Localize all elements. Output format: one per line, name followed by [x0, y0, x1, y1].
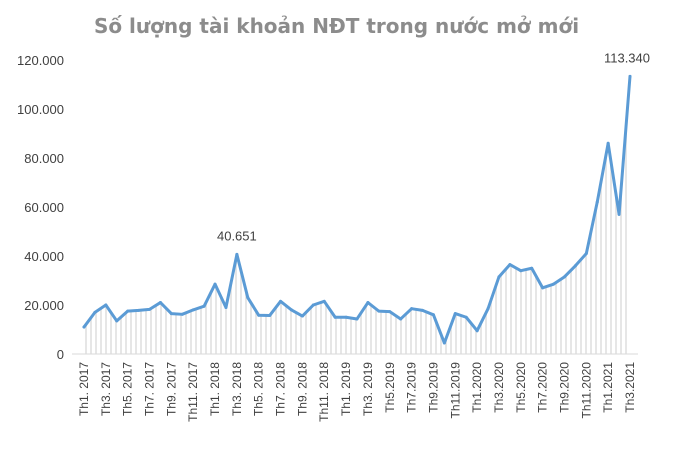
x-tick-label: Th11.2019 [448, 362, 462, 419]
y-tick-label: 0 [57, 347, 64, 362]
data-point [431, 313, 435, 317]
x-tick-label: Th7. 2018 [274, 362, 288, 416]
x-tick-label: Th9.2019 [426, 362, 440, 413]
y-tick-label: 20.000 [24, 298, 64, 313]
x-tick-label: Th7. 2017 [143, 362, 157, 416]
data-point [606, 141, 610, 145]
data-point [475, 329, 479, 333]
data-point [541, 286, 545, 290]
data-points [82, 74, 632, 345]
x-tick-label: Th3. 2018 [230, 362, 244, 416]
area-fill [84, 76, 630, 354]
x-tick-label: Th1.2021 [601, 362, 615, 413]
x-tick-label: Th11. 2018 [317, 362, 331, 422]
x-tick-label: Th3.2020 [492, 362, 506, 413]
x-tick-label: Th3. 2019 [361, 362, 375, 416]
data-point [486, 307, 490, 311]
data-point [617, 212, 621, 216]
data-point [584, 252, 588, 256]
x-tick-label: Th9. 2017 [164, 362, 178, 416]
data-point [562, 275, 566, 279]
x-tick-label: Th3. 2017 [99, 362, 113, 416]
x-tick-label: Th7.2020 [536, 362, 550, 413]
data-point [388, 310, 392, 314]
x-tick-label: Th11. 2017 [186, 362, 200, 422]
data-point [93, 310, 97, 314]
data-point [453, 312, 457, 316]
series-area-fill [84, 76, 630, 354]
x-axis: Th1. 2017 Th3. 2017 Th5. 2017 Th7. 2017 Th9.… [77, 362, 637, 422]
x-tick-label: Th1. 2018 [208, 362, 222, 416]
data-point [311, 303, 315, 307]
x-tick-label: Th9. 2018 [295, 362, 309, 416]
data-label: 40.651 [217, 228, 257, 243]
data-point [399, 317, 403, 321]
data-point [224, 305, 228, 309]
chart-title: Số lượng tài khoản NĐT trong nước mở mới [93, 14, 580, 38]
x-tick-label: Th1. 2017 [77, 362, 91, 416]
data-point [104, 303, 108, 307]
data-point [333, 315, 337, 319]
data-point [322, 299, 326, 303]
data-point [442, 341, 446, 345]
data-point [202, 304, 206, 308]
data-point [366, 301, 370, 305]
data-point [519, 269, 523, 273]
x-tick-label: Th3.2021 [623, 362, 637, 413]
y-tick-label: 100.000 [17, 102, 64, 117]
x-tick-label: Th5.2020 [514, 362, 528, 413]
data-point [158, 301, 162, 305]
data-point [148, 307, 152, 311]
data-point [628, 74, 632, 78]
data-point [257, 313, 261, 317]
x-tick-label: Th1. 2019 [339, 362, 353, 416]
data-point [464, 315, 468, 319]
x-tick-label: Th11.2020 [579, 362, 593, 419]
y-axis: 0 20.000 40.000 60.000 80.000 100.000 120.000 [17, 53, 64, 362]
data-point [344, 315, 348, 319]
data-point [355, 317, 359, 321]
data-point [289, 308, 293, 312]
data-point [530, 266, 534, 270]
data-label: 113.340 [604, 50, 650, 65]
data-point [180, 312, 184, 316]
data-point [191, 308, 195, 312]
data-point [137, 308, 141, 312]
y-tick-label: 40.000 [24, 249, 64, 264]
x-tick-label: Th9.2020 [557, 362, 571, 413]
data-point [235, 252, 239, 256]
x-tick-label: Th5. 2017 [121, 362, 135, 416]
x-tick-label: Th1.2020 [470, 362, 484, 413]
data-point [497, 275, 501, 279]
data-point [377, 309, 381, 313]
data-point [213, 282, 217, 286]
data-point [552, 282, 556, 286]
y-tick-label: 120.000 [17, 53, 64, 68]
data-point [82, 325, 86, 329]
x-tick-label: Th5.2019 [383, 362, 397, 413]
data-point [595, 200, 599, 204]
data-point [169, 312, 173, 316]
data-point [126, 309, 130, 313]
data-point [573, 264, 577, 268]
x-tick-label: Th7.2019 [405, 362, 419, 413]
data-labels: 40.651 113.340 [217, 50, 650, 243]
data-point [421, 308, 425, 312]
y-tick-label: 80.000 [24, 151, 64, 166]
data-point [115, 319, 119, 323]
y-tick-label: 60.000 [24, 200, 64, 215]
data-point [410, 307, 414, 311]
data-point [279, 299, 283, 303]
x-tick-label: Th5. 2018 [252, 362, 266, 416]
data-point [268, 314, 272, 318]
data-point [508, 263, 512, 267]
data-point [300, 314, 304, 318]
data-point [246, 296, 250, 300]
